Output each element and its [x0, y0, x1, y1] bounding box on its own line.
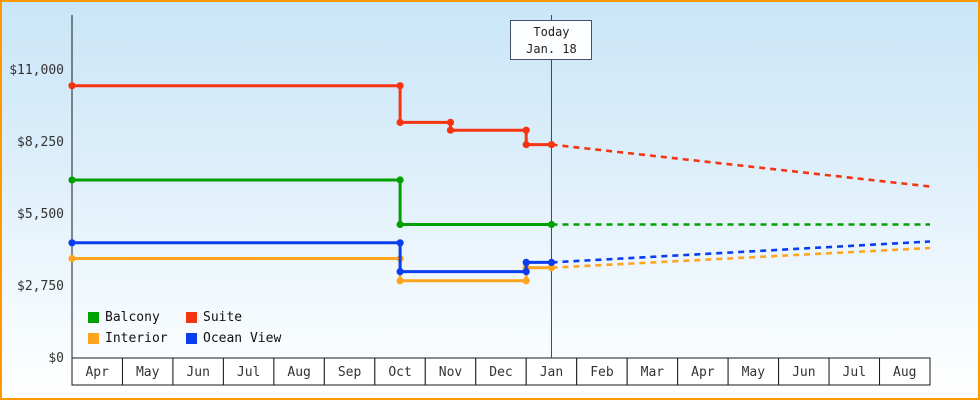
data-point — [396, 268, 404, 276]
data-point — [396, 118, 404, 126]
legend-swatch-balcony — [88, 312, 99, 323]
data-point — [446, 126, 455, 134]
month-cell — [374, 357, 426, 386]
today-marker-label: Today Jan. 18 — [510, 20, 593, 60]
month-label: Aug — [893, 365, 916, 380]
month-cell — [121, 357, 174, 386]
month-label: May — [136, 365, 160, 380]
series-balcony — [68, 176, 930, 229]
series-interior — [68, 246, 931, 285]
legend-swatch-ocean-view — [186, 333, 197, 344]
legend-item-suite: Suite — [186, 310, 281, 325]
data-point — [396, 82, 404, 90]
month-label: Jul — [237, 365, 260, 380]
month-label: Aug — [287, 365, 310, 380]
data-point — [547, 264, 556, 272]
data-point — [68, 176, 76, 184]
month-cell — [778, 357, 830, 386]
month-label: Sep — [338, 365, 362, 380]
month-cell — [222, 357, 275, 386]
month-cell — [323, 357, 376, 386]
legend-label-balcony: Balcony — [105, 310, 160, 325]
month-cell — [828, 357, 881, 386]
data-point — [396, 220, 404, 229]
data-point — [68, 254, 76, 263]
month-cell — [172, 357, 224, 386]
data-point — [522, 126, 530, 134]
data-point — [547, 141, 556, 149]
data-point — [68, 239, 76, 247]
month-label: Jan — [540, 365, 563, 380]
legend-label-suite: Suite — [203, 310, 243, 325]
data-point — [522, 258, 530, 266]
month-label: Apr — [691, 365, 715, 380]
y-tick-label: $2,750 — [17, 279, 64, 294]
data-point — [68, 82, 76, 90]
month-cell — [576, 357, 628, 386]
history-line — [72, 257, 552, 283]
legend-item-interior: Interior — [88, 331, 186, 346]
legend-swatch-interior — [88, 333, 99, 344]
data-point — [396, 239, 404, 247]
y-tick-label: $11,000 — [9, 63, 64, 78]
history-line — [72, 241, 552, 274]
month-label: May — [742, 365, 766, 380]
forecast-line — [551, 143, 931, 188]
month-cell — [677, 357, 729, 386]
data-point — [522, 277, 530, 285]
data-point — [547, 220, 556, 229]
chart-legend: Balcony Suite Interior Ocean View — [88, 310, 281, 346]
y-tick-label: $5,500 — [17, 207, 64, 222]
series-suite — [68, 82, 931, 188]
month-label: Jul — [843, 365, 866, 380]
month-label: Feb — [590, 365, 614, 380]
y-tick-label: $8,250 — [17, 135, 64, 150]
legend-label-ocean-view: Ocean View — [203, 331, 282, 346]
legend-label-interior: Interior — [105, 331, 168, 346]
forecast-line — [551, 246, 931, 269]
data-point — [446, 118, 455, 126]
month-label: Dec — [489, 365, 512, 380]
history-line — [72, 178, 552, 226]
month-cell — [626, 357, 679, 386]
month-cell — [475, 357, 527, 386]
month-label: Oct — [388, 365, 411, 380]
month-cell — [424, 357, 477, 386]
legend-item-balcony: Balcony — [88, 310, 186, 325]
data-point — [396, 176, 404, 184]
month-cell — [879, 357, 931, 386]
legend-item-ocean-view: Ocean View — [186, 331, 281, 346]
month-label: Jun — [792, 365, 815, 380]
history-line — [72, 84, 552, 147]
y-tick-label: $0 — [48, 351, 64, 366]
data-point — [396, 277, 404, 285]
data-point — [522, 268, 530, 276]
legend-swatch-suite — [186, 312, 197, 323]
month-label: Jun — [186, 365, 209, 380]
forecast-line — [551, 240, 931, 264]
month-label: Mar — [641, 365, 665, 380]
month-label: Nov — [439, 365, 463, 380]
month-label: Apr — [85, 365, 109, 380]
series-ocean-view — [68, 239, 931, 276]
today-label-line1: Today — [533, 25, 570, 39]
data-point — [547, 258, 556, 266]
data-point — [522, 141, 530, 149]
today-label-line2: Jan. 18 — [526, 42, 577, 56]
